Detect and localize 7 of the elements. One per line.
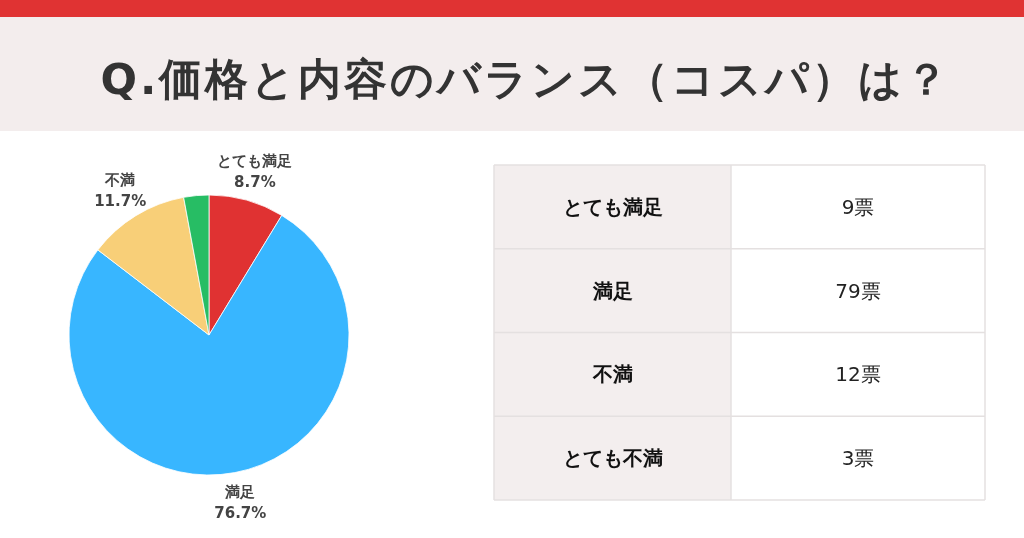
data-label: 11.7% [94, 192, 147, 211]
slice-label: とても満足 [217, 153, 293, 170]
data-label: 76.7% [214, 504, 267, 523]
data-label: 8.7% [234, 173, 276, 192]
text: Q.価格と内容のバランス（コスパ）は？ [100, 54, 952, 104]
slice-label: 満足 [224, 484, 256, 501]
slice-label: 不満 [104, 172, 136, 189]
